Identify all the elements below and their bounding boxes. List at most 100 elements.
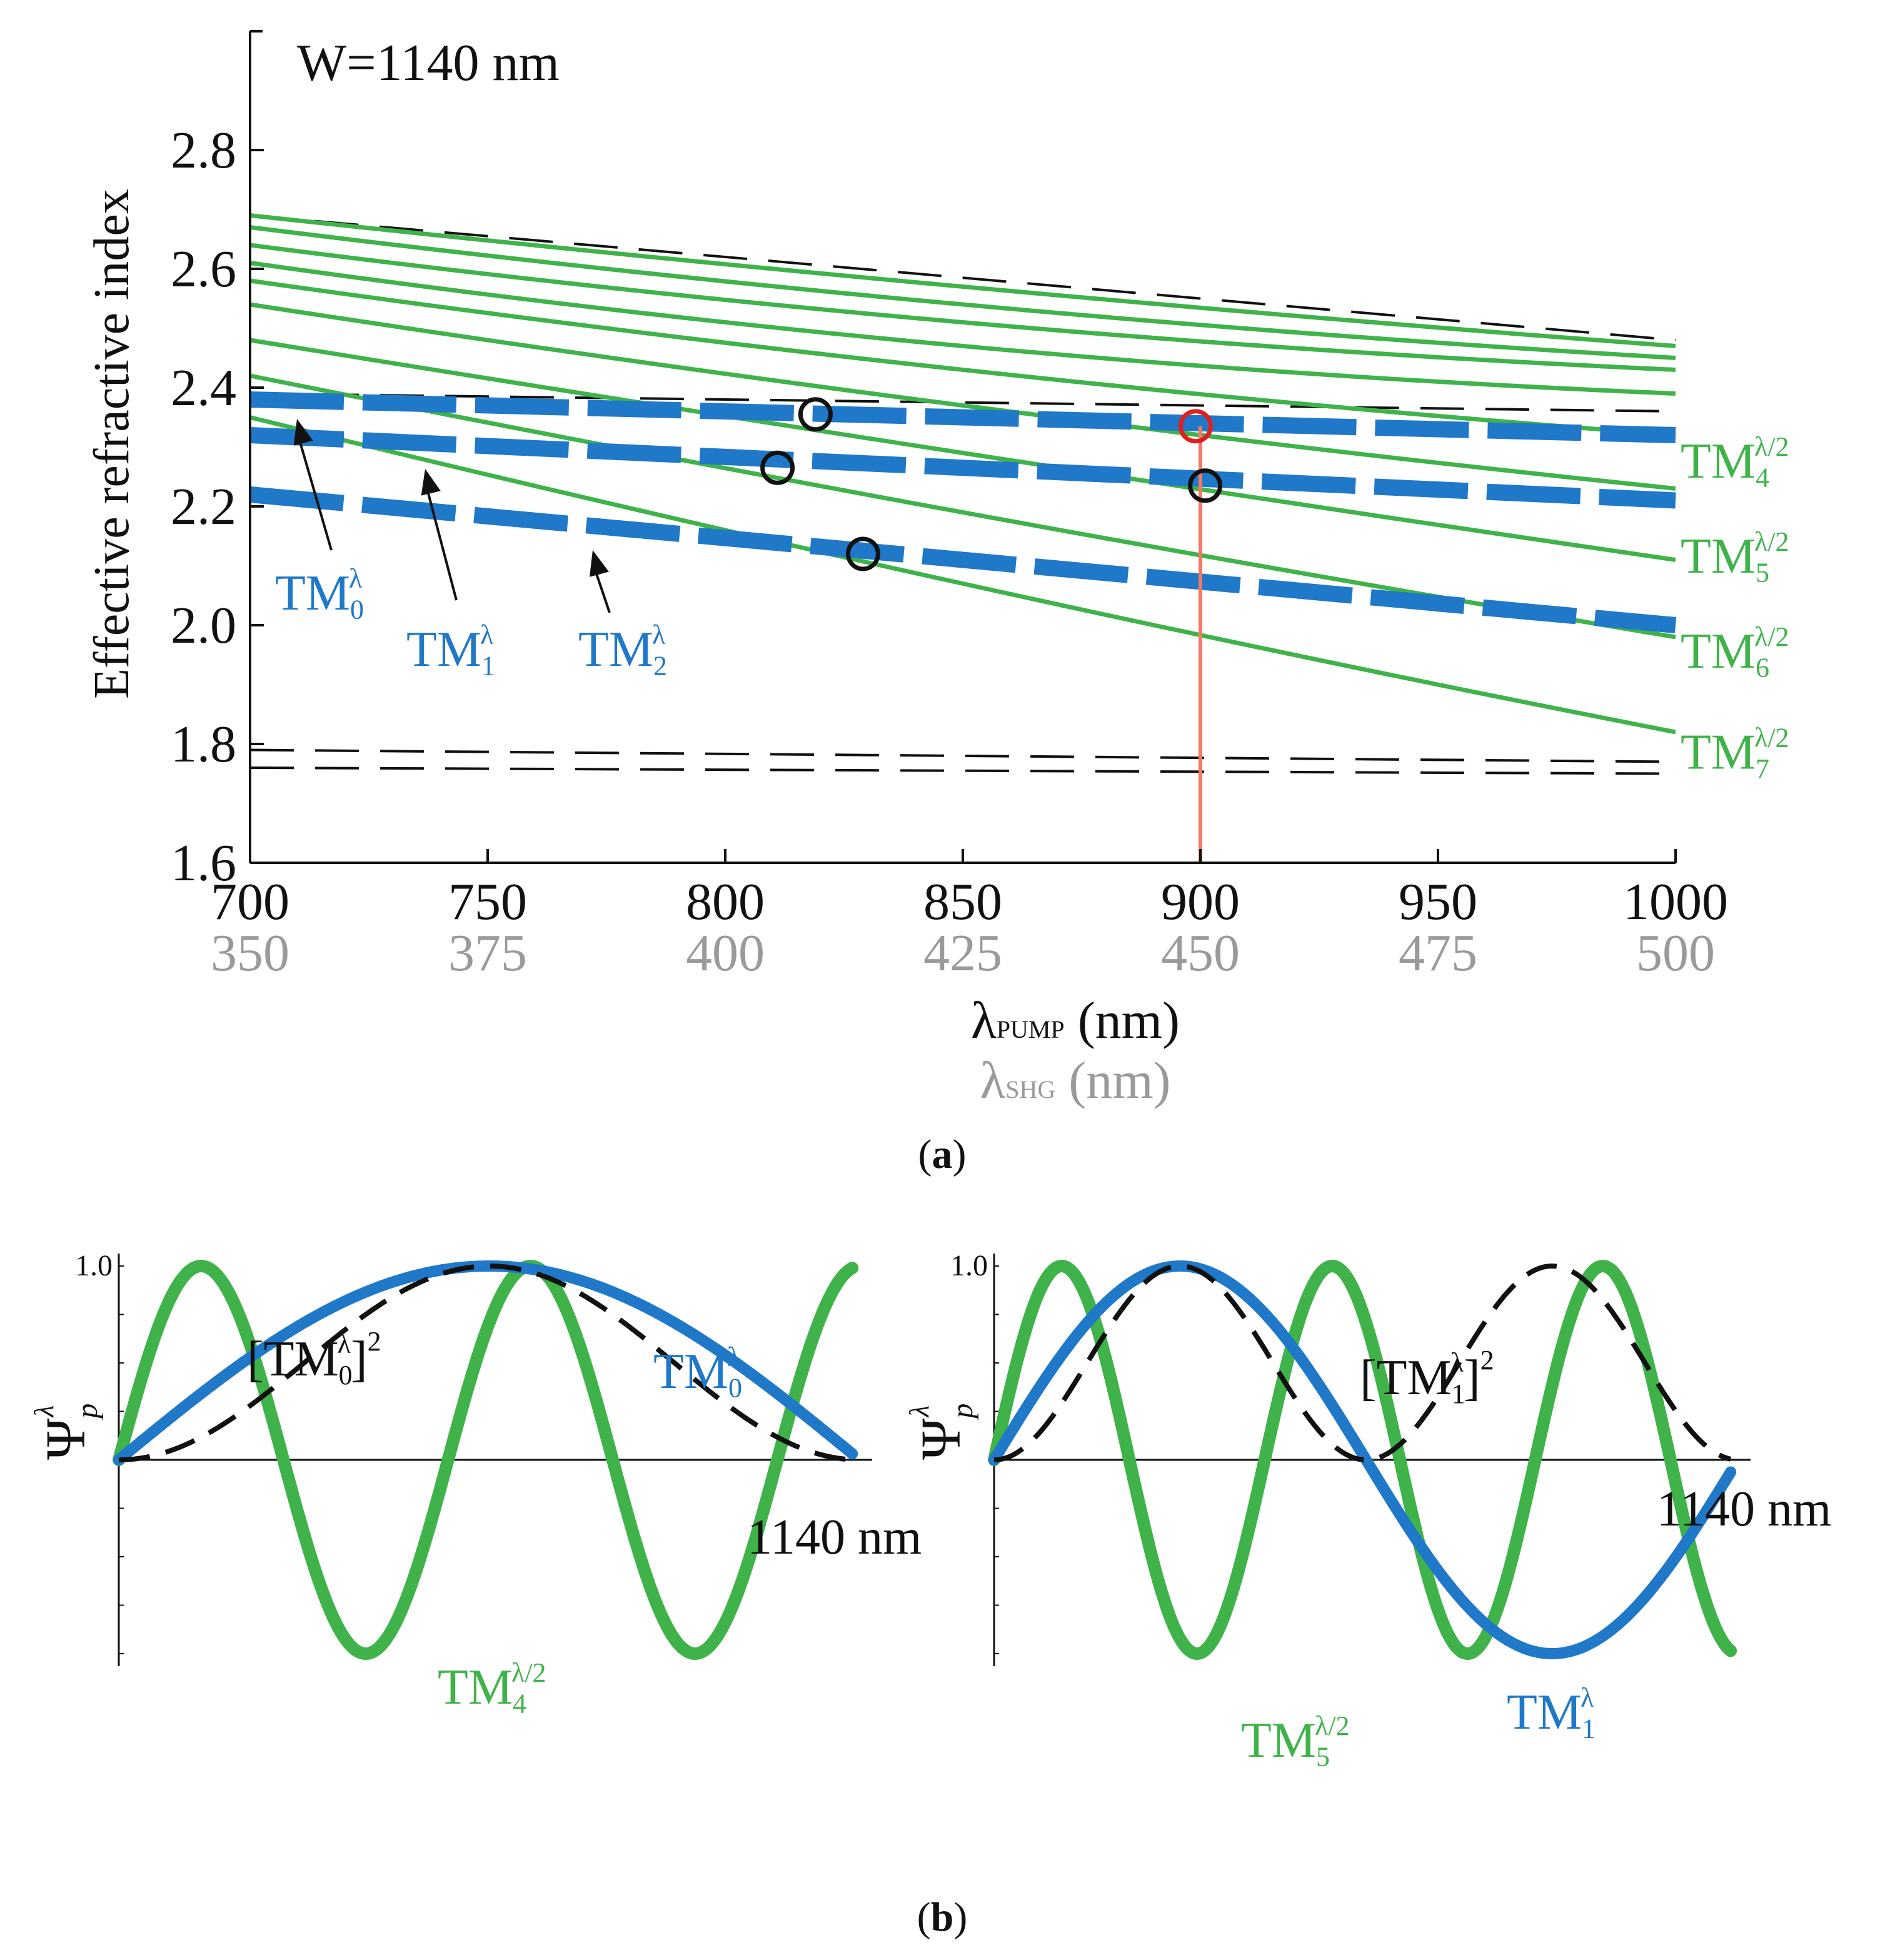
panel-a-axes: 1.6 1.8 2.0 2.2 2.4 2.6 2.8 bbox=[171, 30, 1677, 892]
black-field-label-bracket: ] bbox=[351, 1332, 368, 1387]
blue-label-arrowhead-1 bbox=[421, 469, 441, 496]
black-field-label: [TM1λ]2 bbox=[1360, 1345, 1494, 1409]
green-mode-curve-3 bbox=[249, 261, 1676, 396]
panel-b-caption: (b) bbox=[917, 1894, 968, 1940]
field-ytick-label: 1.0 bbox=[75, 1249, 113, 1282]
field-width-label: 1140 nm bbox=[747, 1510, 922, 1565]
x-tick-label-secondary: 350 bbox=[211, 924, 289, 982]
blue-field-label-sup: λ bbox=[1581, 1682, 1594, 1713]
x-tick-label-secondary: 475 bbox=[1399, 924, 1477, 982]
green-mode-label-2-sub: 6 bbox=[1756, 652, 1769, 683]
black-field-label-sup: λ bbox=[338, 1329, 351, 1359]
green-field-curve bbox=[988, 1259, 1737, 1661]
y-tick-label: 2.8 bbox=[171, 121, 236, 179]
field-y-label-sub: p bbox=[946, 1404, 979, 1420]
blue-mode-label-0-sup: λ bbox=[349, 563, 363, 594]
green-field-label-base: TM bbox=[438, 1660, 513, 1715]
x-tick-label-secondary: 425 bbox=[923, 924, 1002, 982]
green-mode-curve-8 bbox=[249, 415, 1676, 735]
green-mode-label-0: TM4λ/2 bbox=[1681, 431, 1789, 493]
x-axis-title-pump-sym: λ bbox=[971, 992, 997, 1050]
panel-a-ylabel: Effective refractive index bbox=[84, 189, 139, 699]
panel-a-title: W=1140 nm bbox=[297, 34, 560, 92]
blue-field-label-base: TM bbox=[653, 1344, 728, 1399]
blue-field-label-sub: 1 bbox=[1582, 1713, 1596, 1744]
y-tick-label: 1.8 bbox=[171, 715, 236, 773]
green-mode-label-3-base: TM bbox=[1681, 725, 1756, 780]
x-tick-label-secondary: 500 bbox=[1636, 924, 1715, 982]
x-tick-label: 750 bbox=[448, 873, 527, 931]
green-mode-label-0-sub: 4 bbox=[1756, 462, 1769, 493]
black-dashed-line-0 bbox=[249, 214, 1676, 341]
green-mode-label-3-sup: λ/2 bbox=[1754, 722, 1789, 753]
green-mode-label-1-base: TM bbox=[1681, 529, 1756, 584]
x-tick-label: 800 bbox=[686, 873, 765, 931]
blue-field-curve bbox=[113, 1260, 858, 1465]
panel-a-chart: 1.6 1.8 2.0 2.2 2.4 2.6 2.8 W=1140 nm Effectiv… bbox=[84, 30, 1789, 1110]
panel-a-series bbox=[249, 213, 1677, 863]
x-tick-label-secondary: 450 bbox=[1161, 924, 1240, 982]
green-mode-curve-0 bbox=[249, 213, 1676, 348]
field-y-label-sym: Ψ bbox=[910, 1418, 972, 1460]
black-field-label-sub: 1 bbox=[1452, 1379, 1465, 1409]
x-axis-title-pump-unit: (nm) bbox=[1065, 992, 1180, 1050]
field-width-label: 1140 nm bbox=[1657, 1482, 1831, 1537]
blue-mode-label-2-sub: 2 bbox=[653, 650, 667, 681]
y-tick-label: 2.4 bbox=[171, 359, 236, 417]
blue-mode-label-0-base: TM bbox=[275, 566, 350, 621]
green-mode-label-1-sup: λ/2 bbox=[1754, 526, 1789, 557]
x-tick-label: 900 bbox=[1161, 873, 1240, 931]
blue-mode-curve-0 bbox=[249, 391, 1676, 443]
blue-mode-label-2-sup: λ bbox=[652, 620, 666, 650]
blue-mode-label-1: TM1λ bbox=[406, 620, 495, 681]
field-y-label-sym: Ψ bbox=[35, 1418, 97, 1460]
black-field-label-power: 2 bbox=[1480, 1345, 1494, 1375]
blue-label-arrowhead-2 bbox=[589, 550, 609, 577]
y-tick-label: 2.6 bbox=[171, 240, 236, 298]
green-field-label-base: TM bbox=[1241, 1713, 1316, 1768]
green-mode-curve-2 bbox=[249, 243, 1676, 372]
black-field-label-power: 2 bbox=[368, 1326, 381, 1357]
green-mode-label-3: TM7λ/2 bbox=[1681, 722, 1789, 784]
green-field-label-sub: 5 bbox=[1316, 1741, 1330, 1772]
green-mode-curve-5 bbox=[249, 302, 1676, 491]
blue-label-arrowhead-0 bbox=[293, 419, 313, 446]
green-field-label-sup: λ/2 bbox=[1315, 1711, 1350, 1741]
field-y-label: Ψpλ bbox=[904, 1404, 979, 1460]
black-field-squared-curve bbox=[993, 1263, 1732, 1463]
green-mode-curve-6 bbox=[249, 338, 1676, 562]
black-dashed-line-3 bbox=[249, 766, 1676, 775]
blue-field-label-base: TM bbox=[1507, 1685, 1582, 1740]
blue-mode-label-0: TM0λ bbox=[275, 563, 364, 625]
blue-field-label-sup: λ bbox=[727, 1342, 741, 1372]
blue-label-arrow-1 bbox=[424, 481, 458, 601]
blue-mode-label-2: TM2λ bbox=[578, 620, 667, 681]
phase-match-marker-1 bbox=[760, 450, 795, 485]
x-axis-title-shg: λSHG (nm) bbox=[980, 1052, 1170, 1110]
field-y-label-sub: p bbox=[71, 1404, 104, 1420]
y-tick-label: 1.6 bbox=[171, 834, 236, 892]
black-field-label: [TM0λ]2 bbox=[247, 1326, 381, 1390]
y-tick-label: 2.0 bbox=[171, 596, 236, 655]
field-y-label: Ψpλ bbox=[29, 1404, 104, 1460]
x-tick-label: 950 bbox=[1399, 873, 1477, 931]
black-field-label-sup: λ bbox=[1450, 1347, 1464, 1378]
green-field-curve bbox=[113, 1259, 859, 1661]
phase-match-marker-2 bbox=[845, 536, 880, 571]
x-tick-label-secondary: 400 bbox=[686, 924, 765, 982]
green-mode-curve-1 bbox=[249, 225, 1676, 360]
blue-field-label-sub: 0 bbox=[728, 1372, 742, 1403]
green-field-label: TM5λ/2 bbox=[1241, 1711, 1350, 1772]
black-dashed-line-1 bbox=[249, 392, 1676, 413]
blue-mode-curve-2 bbox=[249, 486, 1677, 633]
y-tick-label: 2.2 bbox=[171, 478, 236, 536]
green-mode-label-1-sub: 5 bbox=[1756, 557, 1769, 588]
green-mode-label-1: TM5λ/2 bbox=[1681, 526, 1789, 588]
green-mode-label-2-sup: λ/2 bbox=[1754, 621, 1789, 652]
green-mode-label-2-base: TM bbox=[1681, 624, 1756, 679]
black-field-label-bracket: ] bbox=[1464, 1350, 1480, 1405]
phase-match-marker-0 bbox=[798, 397, 833, 432]
